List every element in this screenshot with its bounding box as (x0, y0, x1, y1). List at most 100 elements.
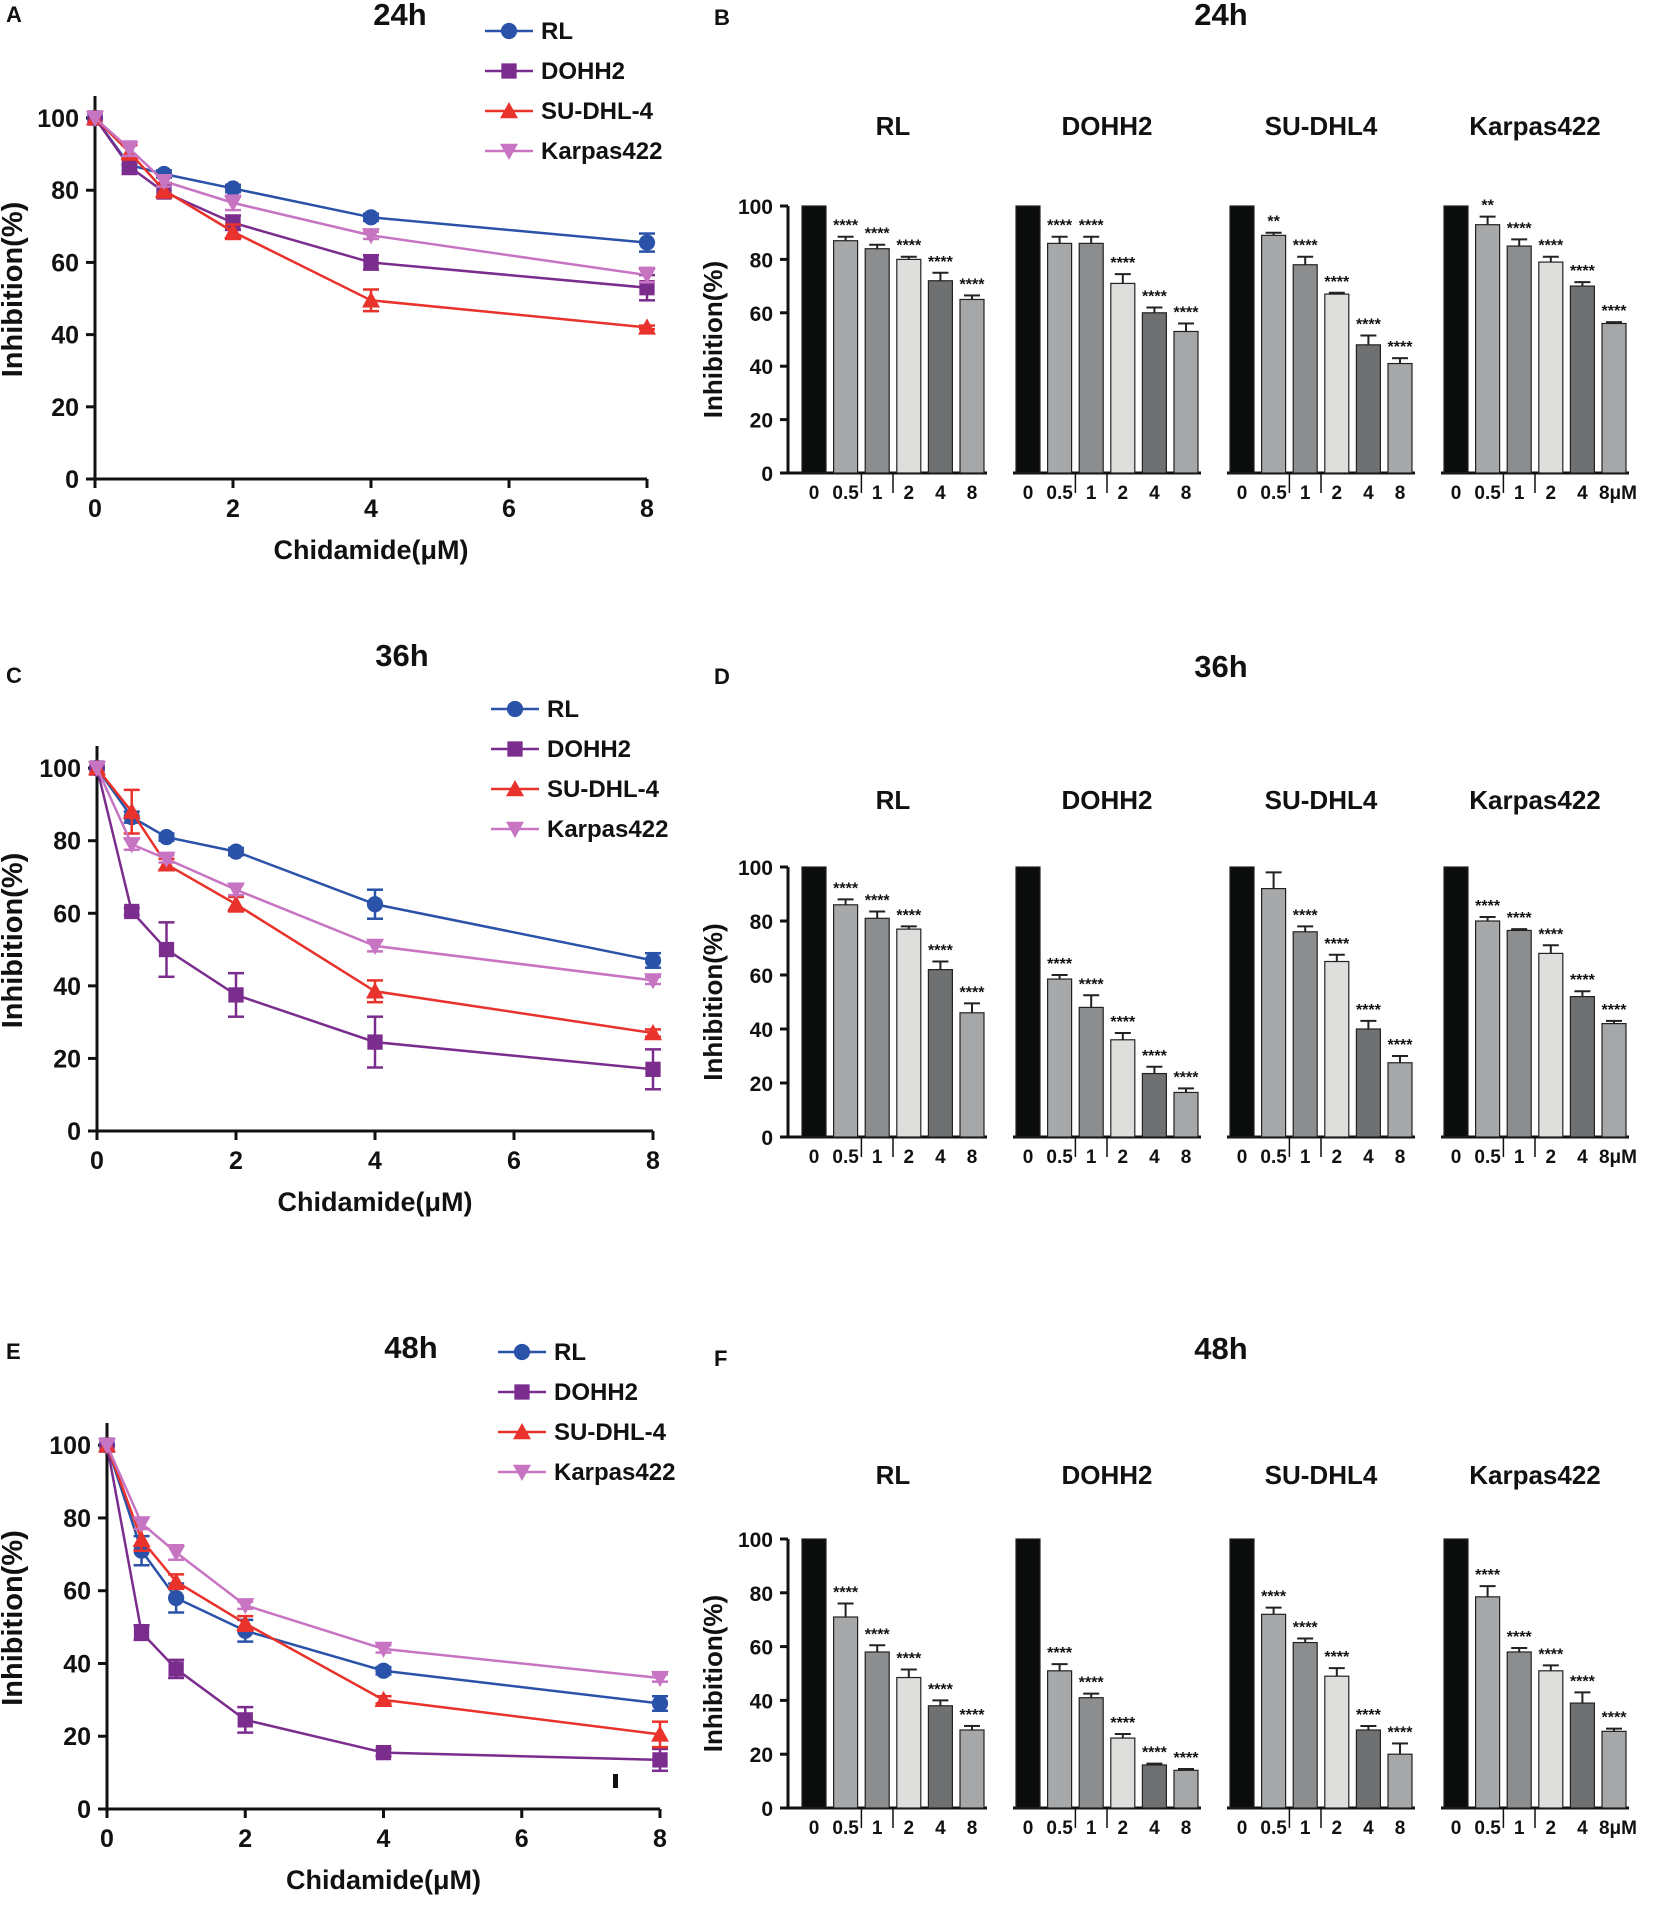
x-tick-label: 8 (1181, 1147, 1192, 1168)
bar (1292, 1641, 1318, 1809)
significance-label: **** (1507, 220, 1533, 237)
bar (1173, 330, 1199, 474)
bar (1324, 1675, 1350, 1809)
x-tick-label: 0 (1237, 483, 1248, 504)
significance-label: **** (833, 880, 859, 897)
x-tick-label: 0 (809, 1818, 820, 1839)
x-tick-label: 0 (88, 495, 102, 523)
significance-label: **** (1356, 1002, 1382, 1019)
x-tick-label: 8 (1395, 1147, 1406, 1168)
x-tick-label: 2 (1546, 483, 1557, 504)
data-point (86, 110, 104, 128)
x-tick-label: 1 (1300, 1147, 1311, 1168)
data-point (88, 760, 106, 778)
group-label: SU-DHL4 (1265, 785, 1378, 815)
y-tick-label: 60 (750, 1637, 773, 1660)
series-line (95, 767, 654, 962)
series-line (95, 767, 654, 982)
x-tick-label: 2 (1332, 483, 1343, 504)
data-point (500, 143, 518, 160)
bar-group-rl: RL 0 **** 0.5 **** 1 **** 2 **** 4 **** 8 (788, 111, 987, 504)
significance-label: **** (1570, 263, 1596, 280)
data-point (367, 1034, 383, 1050)
x-tick-label: 0.5 (1260, 1147, 1287, 1168)
bar (1078, 242, 1104, 474)
legend-label: DOHH2 (541, 58, 625, 85)
bar (1110, 1737, 1136, 1809)
significance-label: **** (960, 984, 986, 1001)
panel-letter: F (714, 1346, 727, 1371)
bar (1538, 1670, 1564, 1809)
significance-label: **** (1174, 304, 1200, 321)
significance-label: **** (1079, 1675, 1105, 1692)
data-point (513, 1423, 531, 1440)
x-tick-label: 2 (1332, 1818, 1343, 1839)
legend-label: RL (547, 696, 579, 723)
x-tick-label: 1 (872, 1818, 883, 1839)
x-tick-label: 8 (967, 1147, 978, 1168)
significance-label: **** (1142, 1745, 1168, 1762)
series-line (105, 1444, 661, 1705)
significance-label: **** (1110, 255, 1136, 272)
panel-letter: D (714, 664, 730, 689)
y-tick-label: 40 (63, 1650, 91, 1678)
data-point (237, 1712, 253, 1728)
bar (1355, 1028, 1382, 1138)
bar (1443, 1538, 1469, 1809)
series-dohh2 (89, 760, 661, 1091)
data-point (227, 882, 245, 899)
y-axis-label: Inhibition(%) (0, 853, 29, 1029)
series-karpas422 (98, 1437, 669, 1688)
y-tick-label: 0 (761, 463, 773, 486)
series-dohh2 (99, 1437, 668, 1773)
data-point (639, 280, 655, 296)
bar (1443, 866, 1469, 1138)
significance-label: **** (1538, 926, 1564, 943)
data-point (644, 952, 662, 969)
data-point (645, 1061, 661, 1077)
bar (1601, 1022, 1627, 1138)
y-tick-label: 20 (750, 1073, 773, 1096)
x-tick-label: 8μM (1599, 1818, 1637, 1839)
data-point (122, 802, 141, 819)
x-tick-label: 4 (1149, 483, 1160, 504)
bar (1355, 344, 1382, 474)
bar (896, 928, 922, 1138)
data-point (224, 180, 242, 197)
significance-label: **** (1174, 1069, 1200, 1086)
legend-label: RL (541, 18, 573, 45)
y-tick-label: 0 (761, 1798, 773, 1821)
legend-label: DOHH2 (554, 1379, 638, 1406)
x-tick-label: 0 (1451, 483, 1462, 504)
significance-label: **** (1356, 316, 1382, 333)
legend-label: SU-DHL-4 (554, 1419, 667, 1446)
x-tick-label: 1 (872, 1147, 883, 1168)
bar (927, 280, 954, 474)
x-tick-label: 2 (1546, 1818, 1557, 1839)
significance-label: **** (1142, 1048, 1168, 1065)
data-point (651, 1695, 669, 1712)
significance-label: **** (1047, 218, 1073, 235)
bar (1474, 1596, 1501, 1809)
group-label: DOHH2 (1061, 785, 1152, 815)
data-point (236, 1598, 255, 1615)
legend-label: Karpas422 (547, 816, 668, 843)
x-tick-label: 1 (1086, 1147, 1097, 1168)
bar (1015, 866, 1041, 1138)
bar-group-dohh2: DOHH2 0 **** 0.5 **** 1 **** 2 **** 4 **** 8 (1013, 1460, 1201, 1839)
bar (1506, 1651, 1532, 1809)
data-point (124, 903, 140, 920)
x-tick-label: 2 (1118, 1147, 1129, 1168)
significance-label: **** (1293, 907, 1319, 924)
significance-label: **** (1047, 956, 1073, 973)
data-point (366, 982, 384, 999)
bar-group-karpas422: Karpas422 0 ** 0.5 **** 1 **** 2 **** 4 **** 8μM (1441, 111, 1637, 504)
bar (864, 1651, 890, 1809)
y-tick-label: 60 (63, 1578, 91, 1606)
significance-label: **** (1324, 274, 1350, 291)
data-point (155, 174, 173, 191)
y-tick-label: 40 (750, 1690, 773, 1713)
data-point (224, 222, 242, 239)
y-tick-label: 80 (51, 177, 79, 205)
data-point (167, 1572, 186, 1589)
